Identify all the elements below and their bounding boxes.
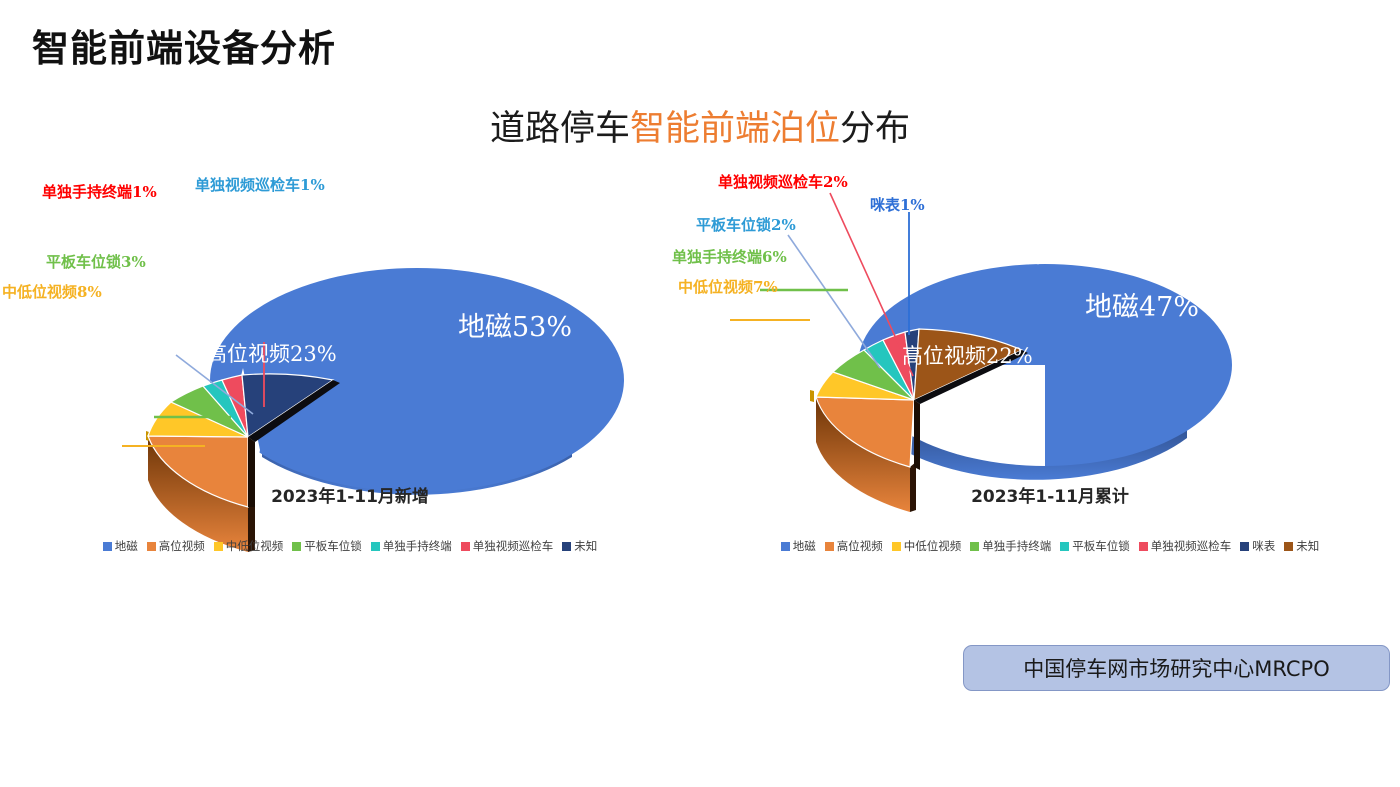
legend-label: 中低位视频 xyxy=(225,539,284,553)
legend-swatch-icon xyxy=(213,541,223,551)
pie-right-graphic xyxy=(730,192,1232,512)
pie-right-caption: 2023年1-11月累计 xyxy=(971,487,1129,507)
page-title: 智能前端设备分析 xyxy=(32,27,336,70)
leader-r-xunjian xyxy=(829,192,914,377)
pie-chart-left: 2023年1-11月新增 地磁53% 高位视频23% 11% 单独手持终端1% … xyxy=(0,150,700,570)
leader-r-chesuo xyxy=(787,234,881,369)
callout-right-xunjian: 单独视频巡检车2% xyxy=(718,173,848,191)
legend-item-right-4[interactable]: 平板车位锁 xyxy=(1060,538,1130,554)
chart-title-highlight: 智能前端泊位 xyxy=(629,109,840,149)
callout-right-chesuo: 平板车位锁2% xyxy=(696,216,796,234)
pie-chart-right: 2023年1-11月累计 地磁47% 高位视频22% 13% 单独视频巡检车2%… xyxy=(672,150,1400,570)
legend-item-left-4[interactable]: 单独手持终端 xyxy=(370,538,452,554)
legend-item-left-6[interactable]: 未知 xyxy=(562,538,597,554)
legend-swatch-icon xyxy=(970,541,980,551)
legend-swatch-icon xyxy=(562,541,572,551)
legend-swatch-icon xyxy=(1284,541,1294,551)
pie-left-label-weizhi: 11% xyxy=(332,250,379,274)
legend-left: 地磁 高位视频 中低位视频 平板车位锁 单独手持终端 单独视频巡检车 未知 xyxy=(0,538,700,554)
legend-item-right-7[interactable]: 未知 xyxy=(1284,538,1319,554)
legend-swatch-icon xyxy=(824,541,834,551)
pie-right-label-dici: 地磁47% xyxy=(1085,292,1200,323)
legend-label: 平板车位锁 xyxy=(1072,539,1130,553)
pie-left-label-gaowei: 高位视频23% xyxy=(206,342,337,366)
legend-label: 单独手持终端 xyxy=(382,539,452,553)
callout-right-shouchi: 单独手持终端6% xyxy=(672,248,787,266)
legend-swatch-icon xyxy=(146,541,156,551)
pie-right-label-weizhi: 13% xyxy=(996,245,1043,269)
legend-right: 地磁 高位视频 中低位视频 单独手持终端 平板车位锁 单独视频巡检车 咪表 未知 xyxy=(700,538,1400,554)
legend-label: 单独手持终端 xyxy=(982,539,1052,553)
chart-title-head: 道路停车 xyxy=(489,109,630,149)
pie-right-label-gaowei: 高位视频22% xyxy=(902,344,1033,368)
legend-label: 未知 xyxy=(574,539,598,553)
research-center-badge-label: 中国停车网市场研究中心MRCPO xyxy=(1023,657,1330,681)
legend-swatch-icon xyxy=(891,541,901,551)
legend-item-left-1[interactable]: 高位视频 xyxy=(146,538,205,554)
legend-item-right-3[interactable]: 单独手持终端 xyxy=(970,538,1051,554)
callout-right-mibiao: 咪表1% xyxy=(870,196,925,214)
slice-cluster-right xyxy=(810,328,1028,512)
legend-label: 单独视频巡检车 xyxy=(472,539,554,553)
legend-label: 咪表 xyxy=(1252,539,1276,553)
leader-shouchi xyxy=(175,354,254,415)
callout-left-xunjian: 单独视频巡检车1% xyxy=(195,176,325,194)
pie-left-label-dici: 地磁53% xyxy=(458,312,573,343)
legend-swatch-icon xyxy=(1060,541,1070,551)
callout-right-zhongdiwei: 中低位视频7% xyxy=(678,278,778,296)
callout-left-zhongdiwei: 中低位视频8% xyxy=(2,283,102,301)
legend-item-left-3[interactable]: 平板车位锁 xyxy=(292,538,362,554)
chart-title: 道路停车智能前端泊位分布 xyxy=(0,100,1400,151)
legend-swatch-icon xyxy=(1240,541,1250,551)
pie-left-graphic xyxy=(122,268,624,552)
legend-item-left-2[interactable]: 中低位视频 xyxy=(213,538,284,554)
legend-item-left-0[interactable]: 地磁 xyxy=(102,538,138,554)
legend-label: 中低位视频 xyxy=(903,539,962,553)
pie-left-caption: 2023年1-11月新增 xyxy=(271,487,429,507)
legend-label: 高位视频 xyxy=(836,539,883,553)
legend-label: 未知 xyxy=(1296,539,1320,553)
legend-item-right-1[interactable]: 高位视频 xyxy=(824,538,883,554)
legend-label: 单独视频巡检车 xyxy=(1150,539,1232,553)
legend-swatch-icon xyxy=(292,541,302,551)
callout-left-shouchi: 单独手持终端1% xyxy=(42,183,157,201)
legend-swatch-icon xyxy=(1138,541,1148,551)
legend-label: 高位视频 xyxy=(158,539,205,553)
legend-swatch-icon xyxy=(780,541,790,551)
legend-item-left-5[interactable]: 单独视频巡检车 xyxy=(460,538,554,554)
legend-swatch-icon xyxy=(370,541,380,551)
research-center-badge[interactable]: 中国停车网市场研究中心MRCPO xyxy=(963,645,1390,691)
legend-label: 平板车位锁 xyxy=(304,539,362,553)
slice-cluster-left xyxy=(146,373,340,552)
legend-swatch-icon xyxy=(460,541,470,551)
callout-left-chesuo: 平板车位锁3% xyxy=(46,253,146,271)
legend-item-right-6[interactable]: 咪表 xyxy=(1240,538,1275,554)
legend-item-right-5[interactable]: 单独视频巡检车 xyxy=(1138,538,1232,554)
legend-swatch-icon xyxy=(102,541,112,551)
legend-item-right-0[interactable]: 地磁 xyxy=(780,538,816,554)
legend-item-right-2[interactable]: 中低位视频 xyxy=(891,538,962,554)
legend-label: 地磁 xyxy=(114,539,138,553)
slice-dicixi-blue xyxy=(210,268,624,495)
legend-label: 地磁 xyxy=(792,539,816,553)
chart-title-tail: 分布 xyxy=(840,109,911,149)
